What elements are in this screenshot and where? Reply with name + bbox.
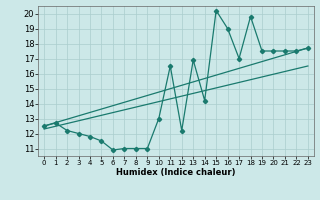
X-axis label: Humidex (Indice chaleur): Humidex (Indice chaleur) xyxy=(116,168,236,177)
